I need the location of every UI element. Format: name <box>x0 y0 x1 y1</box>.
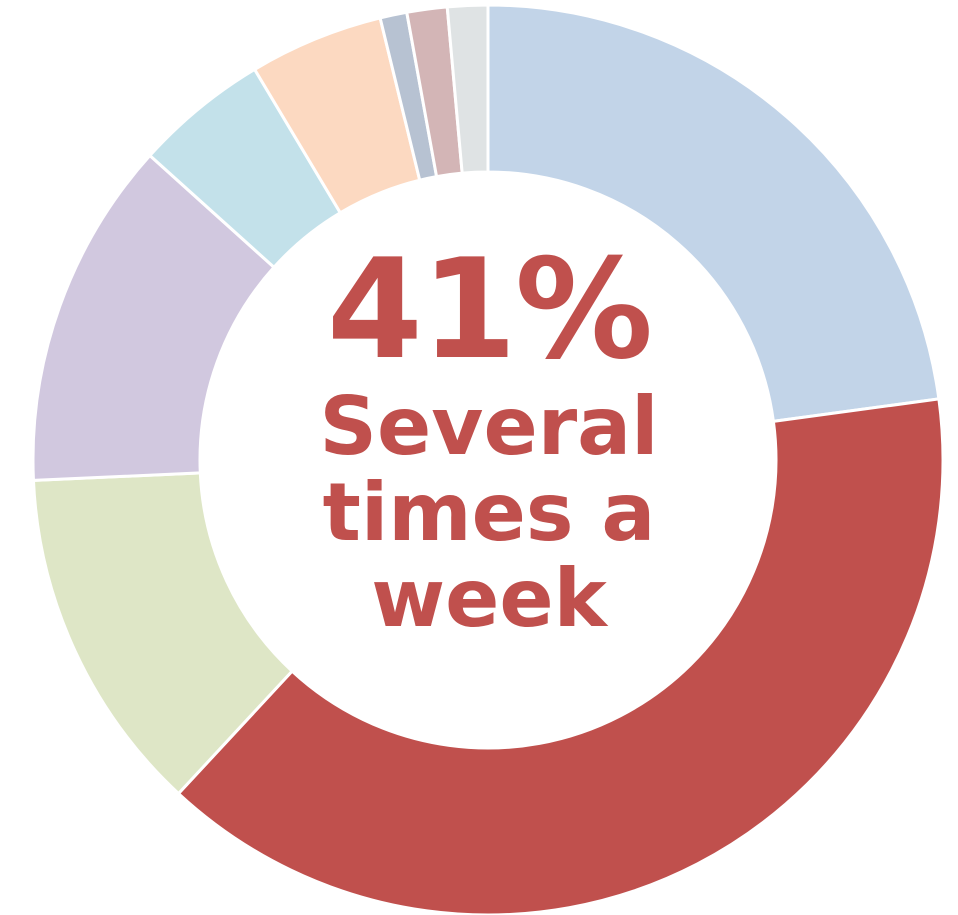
highlight-category: Several times a week <box>319 380 659 645</box>
donut-slice-2 <box>176 397 945 915</box>
donut-slice-9 <box>445 3 490 175</box>
center-label: 41% Several times a week <box>229 240 749 642</box>
donut-slice-1 <box>486 3 941 424</box>
highlight-percent: 41% <box>326 229 653 390</box>
